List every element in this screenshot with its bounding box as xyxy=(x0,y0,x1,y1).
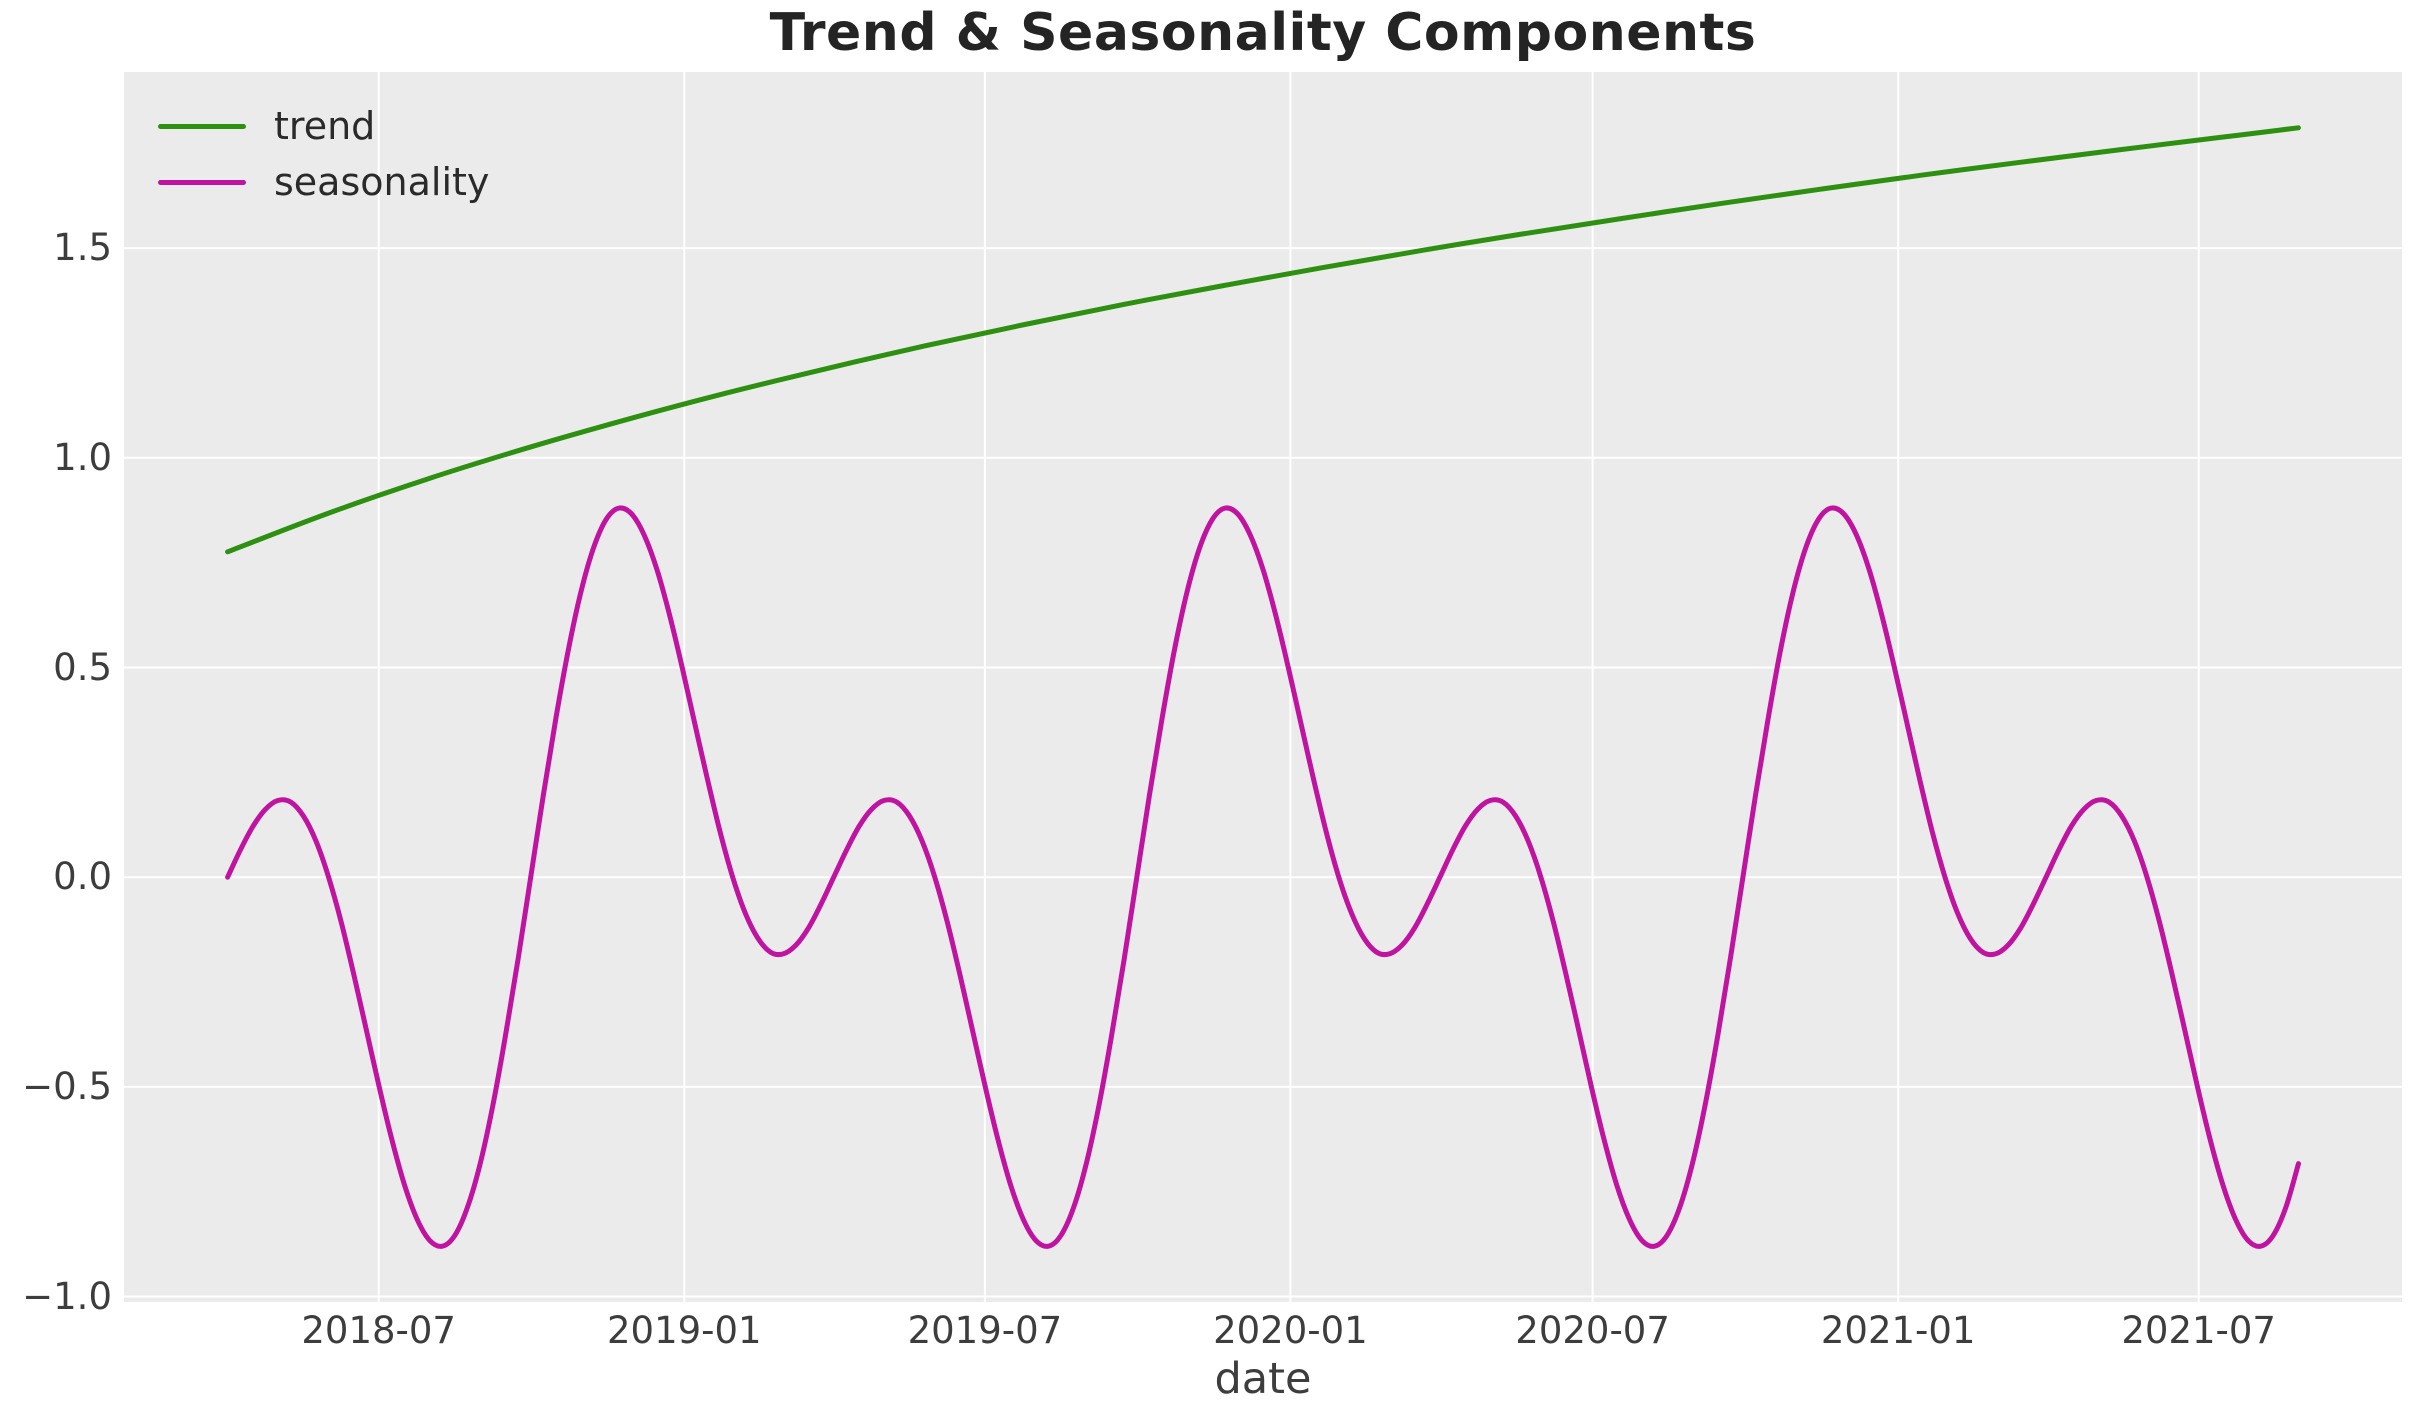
chart-title: Trend & Seasonality Components xyxy=(769,3,1757,63)
gridlines xyxy=(124,72,2402,1302)
trend-line xyxy=(225,125,2301,555)
x-tick-label: 2021-07 xyxy=(2121,1309,2276,1352)
x-tick-label: 2018-07 xyxy=(301,1309,456,1352)
seasonality-legend-swatch xyxy=(158,179,246,185)
x-tick-label: 2019-01 xyxy=(606,1309,762,1352)
trend-legend-swatch xyxy=(158,123,246,129)
y-tick-label: 0.5 xyxy=(53,645,112,689)
x-tick-label: 2020-07 xyxy=(1515,1309,1670,1352)
series-lines xyxy=(225,125,2301,1249)
legend-item-seasonality: seasonality xyxy=(158,154,489,210)
x-axis-label: date xyxy=(1214,1354,1312,1404)
legend-item-trend: trend xyxy=(158,98,489,154)
trend-legend-label: trend xyxy=(274,104,376,148)
y-tick-label: 1.0 xyxy=(53,435,112,479)
x-tick-label: 2019-07 xyxy=(907,1309,1063,1352)
legend: trend seasonality xyxy=(158,98,489,210)
y-tick-label: 1.5 xyxy=(53,226,112,270)
seasonality-line xyxy=(225,505,2301,1249)
x-tick-label: 2020-01 xyxy=(1213,1309,1368,1352)
y-tick-label: 0.0 xyxy=(53,855,112,899)
y-tick-label: −1.0 xyxy=(22,1274,112,1318)
seasonality-legend-label: seasonality xyxy=(274,160,490,204)
x-tick-label: 2021-01 xyxy=(1820,1309,1976,1352)
y-tick-label: −0.5 xyxy=(22,1064,112,1108)
